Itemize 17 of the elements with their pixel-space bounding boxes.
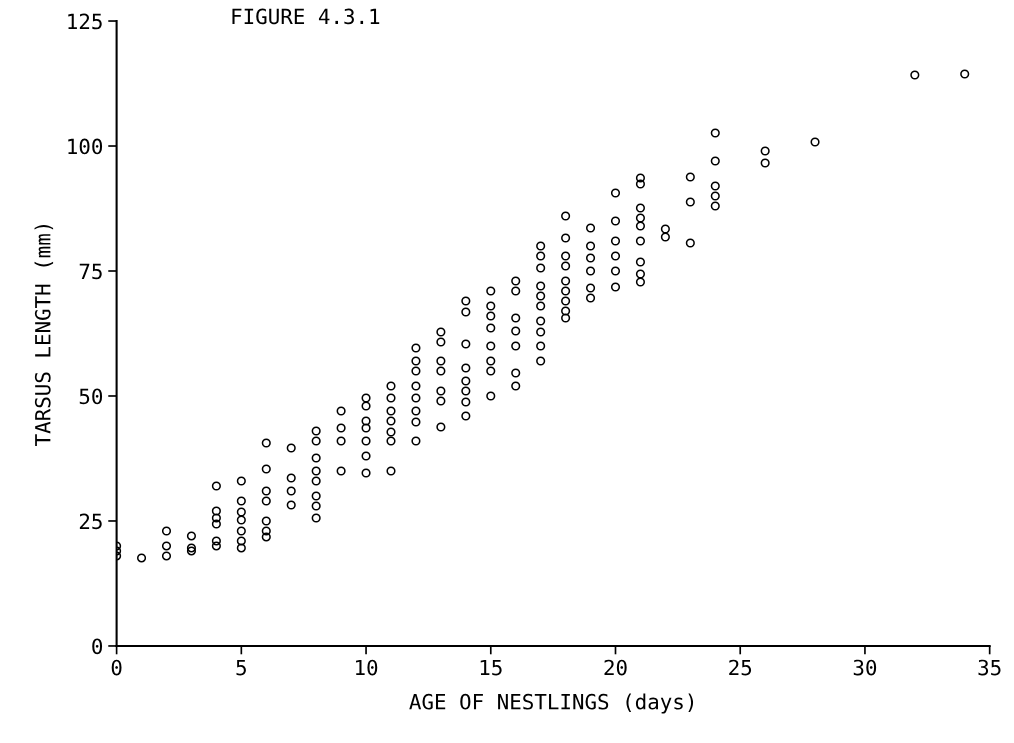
- y-tick-label: 0: [92, 638, 103, 655]
- y-tick-label: 75: [79, 263, 102, 280]
- y-axis-title: TARSUS LENGTH (mm): [34, 224, 54, 446]
- y-tick-label: 50: [79, 388, 103, 405]
- x-tick-label: 15: [480, 659, 502, 676]
- x-tick-label: 25: [729, 659, 752, 676]
- x-tick-label: 10: [356, 659, 378, 676]
- y-tick-label: 125: [68, 13, 102, 30]
- y-tick-label: 25: [79, 513, 102, 530]
- chart-title: FIGURE 4.3.1: [232, 8, 380, 25]
- x-tick-label: 5: [236, 659, 246, 676]
- x-tick-label: 30: [853, 659, 877, 676]
- x-axis-title: AGE OF NESTLINGS (days): [409, 693, 694, 714]
- x-tick-label: 35: [978, 659, 1001, 676]
- x-tick-label: 0: [111, 659, 122, 676]
- x-tick-label: 20: [604, 659, 627, 676]
- y-tick-label: 100: [68, 138, 103, 155]
